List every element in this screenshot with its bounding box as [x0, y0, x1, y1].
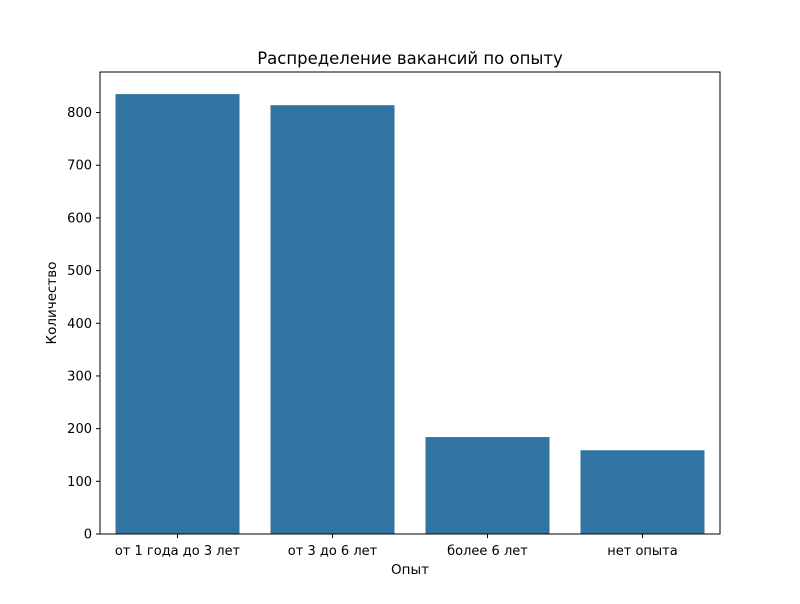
chart-title: Распределение вакансий по опыту	[257, 49, 563, 68]
y-tick-label-3: 300	[67, 369, 92, 384]
x-tick-label-3: нет опыта	[607, 544, 677, 559]
bar-3	[580, 450, 705, 534]
y-axis-label: Количество	[44, 261, 60, 344]
y-tick-label-6: 600	[67, 211, 92, 226]
y-tick-label-2: 200	[67, 422, 92, 437]
y-tick-label-0: 0	[84, 528, 92, 543]
y-tick-label-8: 800	[67, 106, 92, 121]
bar-2	[425, 437, 550, 534]
y-tick-label-1: 100	[67, 475, 92, 490]
y-tick-label-7: 700	[67, 159, 92, 174]
x-tick-label-1: от 3 до 6 лет	[288, 544, 378, 559]
bars-layer	[115, 94, 705, 534]
y-tick-label-4: 400	[67, 317, 92, 332]
plot-frame	[99, 71, 721, 535]
x-tick-label-0: от 1 года до 3 лет	[115, 544, 241, 559]
bar-0	[115, 94, 240, 534]
x-axis-label: Опыт	[391, 562, 429, 578]
axes-layer: от 1 года до 3 лет от 3 до 6 лет более 6 л…	[67, 71, 721, 559]
bar-1	[270, 105, 395, 534]
y-tick-label-5: 500	[67, 264, 92, 279]
x-tick-label-2: более 6 лет	[447, 544, 528, 559]
